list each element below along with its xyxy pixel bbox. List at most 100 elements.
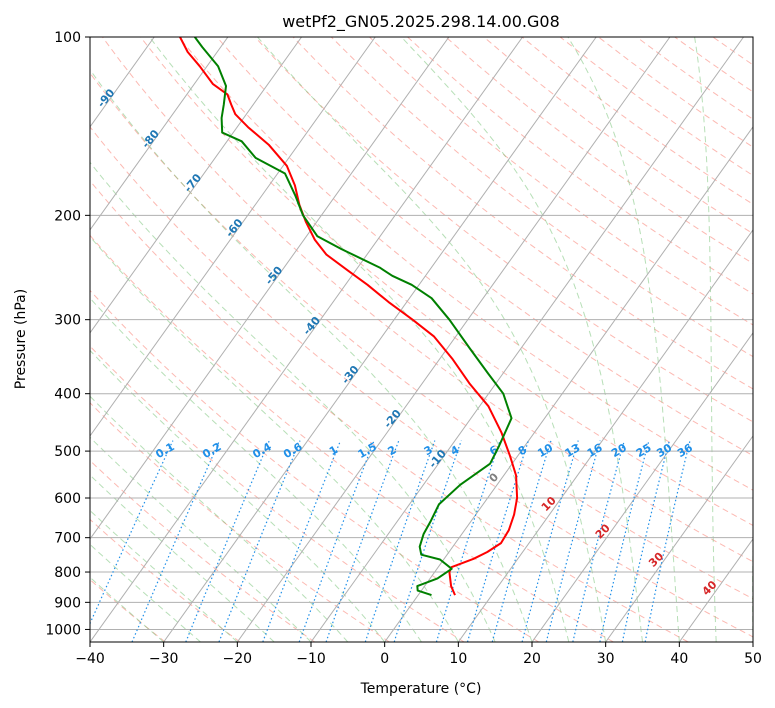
- moist-adiabat-label: 30: [646, 549, 666, 569]
- dry-adiabat-line: [90, 72, 753, 600]
- x-tick-label: −20: [223, 651, 253, 667]
- mixing-ratio-line: [644, 440, 691, 642]
- y-tick-label: 100: [54, 30, 81, 46]
- dry-adiabat-line: [254, 37, 753, 423]
- y-tick-label: 500: [54, 444, 81, 460]
- dry-adiabat-line: [90, 459, 315, 642]
- mixing-ratio-line: [466, 440, 529, 642]
- temperature-line: [179, 37, 519, 596]
- isotherm-line: [0, 37, 7, 642]
- moist-adiabat-line: [90, 68, 533, 642]
- dry-adiabat-line: [140, 37, 753, 527]
- x-tick-label: −40: [75, 651, 105, 667]
- plot-area: 0.1 0.2 0.4 0.6 1 1.5 2 3 4 6 8 10 13 16 20 25 30 36-100-…: [0, 37, 753, 642]
- y-tick-label: 600: [54, 491, 81, 507]
- moist-adiabat-line: [567, 37, 680, 642]
- y-axis-label: Pressure (hPa): [13, 289, 29, 389]
- dry-adiabat-line: [521, 37, 753, 205]
- moist-adiabat-line: [401, 37, 643, 642]
- mixing-ratio-line: [521, 440, 579, 642]
- mixing-ratio-label: 13: [563, 441, 583, 460]
- x-axis: −40 −30 −20 −10 0 10 20 30 40 50: [75, 642, 762, 667]
- isotherm-line: [457, 229, 753, 642]
- isotherm-line: [531, 332, 753, 642]
- isotherm-line: [236, 37, 671, 642]
- x-tick-label: 30: [597, 651, 615, 667]
- mixing-ratio-line: [131, 440, 221, 642]
- mixing-ratio-line: [298, 440, 375, 642]
- mixing-ratio-line: [393, 440, 462, 642]
- dry-adiabat-label: -90: [95, 86, 118, 110]
- x-tick-label: 40: [670, 651, 688, 667]
- isotherm-line: [605, 435, 753, 642]
- mixing-ratio-line: [435, 440, 501, 642]
- moist-adiabat-line: [90, 297, 422, 642]
- moist-adiabat-line: [257, 37, 607, 642]
- x-tick-label: 50: [744, 651, 762, 667]
- dry-adiabat-line: [216, 37, 753, 457]
- mixing-ratio-label: 16: [585, 441, 605, 460]
- dry-adiabat-line: [90, 126, 753, 638]
- moist-adiabat-line: [90, 543, 201, 642]
- adiabat-labels: 0.1 0.2 0.4 0.6 1 1.5 2 3 4 6 8 10 13 16 20 25 30 36-100-…: [47, 44, 720, 598]
- dry-adiabat-line: [90, 518, 241, 642]
- mixing-ratio-lines: [90, 440, 691, 642]
- dry-adiabat-line: [90, 289, 540, 642]
- dry-adiabat-label: -70: [181, 171, 204, 195]
- y-tick-label: 300: [54, 313, 81, 329]
- isotherm-line: [90, 37, 302, 334]
- mixing-ratio-label: 0.6: [281, 440, 305, 461]
- dry-adiabat-label: -80: [139, 127, 162, 151]
- dry-adiabats: [90, 37, 753, 642]
- moist-adiabat-line: [149, 37, 570, 642]
- isotherm-line: [90, 37, 376, 437]
- y-tick-label: 900: [54, 595, 81, 611]
- x-tick-label: −30: [149, 651, 179, 667]
- mixing-ratio-line: [325, 440, 400, 642]
- x-tick-label: 0: [380, 651, 389, 667]
- mixing-ratio-label: 30: [654, 441, 674, 460]
- chart-title: wetPf2_GN05.2025.298.14.00.G08: [282, 12, 560, 32]
- moist-adiabats: [90, 37, 753, 642]
- x-axis-label: Temperature (°C): [360, 681, 482, 697]
- dry-adiabat-line: [559, 37, 753, 177]
- dewpoint-line: [193, 37, 513, 597]
- mixing-ratio-line: [545, 440, 601, 642]
- mixing-ratio-line: [90, 440, 174, 626]
- plot-frame: [89, 36, 754, 643]
- mixing-ratio-line: [599, 440, 650, 642]
- isotherm-grid: [0, 37, 753, 642]
- mixing-ratio-label: 0.2: [200, 440, 223, 461]
- dry-adiabat-line: [330, 37, 753, 358]
- isotherm-line: [90, 37, 523, 642]
- dry-adiabat-line: [90, 234, 614, 642]
- y-axis: 100 200 300 400 500 600 700 800 900 1000: [45, 30, 90, 638]
- dry-adiabat-label: -40: [300, 314, 323, 338]
- isotherm-line: [678, 538, 753, 642]
- moist-adiabat-line: [90, 161, 496, 642]
- mixing-ratio-line: [364, 440, 436, 642]
- dry-adiabat-line: [178, 37, 753, 491]
- y-tick-label: 1000: [45, 622, 81, 638]
- mixing-ratio-line: [491, 440, 552, 642]
- mixing-ratio-line: [262, 440, 342, 642]
- dry-adiabat-line: [90, 402, 390, 642]
- isotherm-line: [90, 37, 229, 231]
- dry-adiabat-label: -20: [381, 407, 404, 431]
- moist-adiabat-line: [752, 514, 753, 642]
- moist-adiabat-line: [90, 509, 238, 642]
- y-tick-label: 200: [54, 208, 81, 224]
- isotherm-line: [90, 37, 450, 540]
- isotherm-line: [163, 37, 597, 642]
- pressure-grid: [90, 37, 753, 630]
- dry-adiabat-line: [101, 37, 753, 563]
- x-tick-label: 10: [449, 651, 467, 667]
- x-tick-label: −10: [296, 651, 326, 667]
- moist-adiabat-label: 10: [539, 494, 559, 514]
- moist-adiabat-line: [90, 235, 459, 642]
- dry-adiabat-label: -100: [47, 44, 75, 74]
- dry-adiabat-label: -60: [223, 216, 246, 240]
- mixing-ratio-label: 1.5: [356, 440, 379, 461]
- moist-adiabat-line: [90, 349, 386, 642]
